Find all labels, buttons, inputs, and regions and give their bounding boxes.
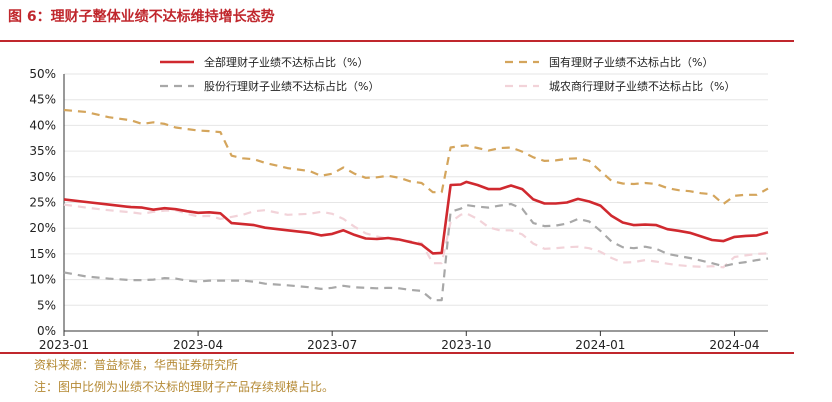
y-tick-label: 50% xyxy=(29,67,56,81)
y-tick-label: 15% xyxy=(29,247,56,261)
y-axis-ticks: 0% 5% 10% 15% 20% 25% 30% 35% 40% 45% 50% xyxy=(29,67,56,338)
series-line-4 xyxy=(63,203,769,269)
footnote: 注：图中比例为业绩不达标的理财子产品存续规模占比。 xyxy=(34,380,335,394)
y-tick-label: 10% xyxy=(29,273,56,287)
y-tick-label: 0% xyxy=(37,324,56,338)
y-tick-label: 30% xyxy=(29,170,56,184)
y-tick-label: 35% xyxy=(29,144,56,158)
legend-label-2: 国有理财子业绩不达标占比（%） xyxy=(549,55,713,69)
series-line-3 xyxy=(63,202,769,302)
y-tick-label: 25% xyxy=(29,196,56,210)
x-tick-label: 2023-10 xyxy=(441,338,491,352)
x-tick-label: 2023-01 xyxy=(39,338,89,352)
x-axis-ticks: 2023-01 2023-04 2023-07 2023-10 2024-01 2024-… xyxy=(39,331,760,352)
y-tick-label: 45% xyxy=(29,93,56,107)
y-tick-label: 5% xyxy=(37,298,56,312)
series-line-2 xyxy=(63,108,769,206)
x-tick-label: 2023-07 xyxy=(307,338,357,352)
series-line-1 xyxy=(63,180,769,255)
line-chart: 0%5%10%15%20%25%30%35%40%45%50% 2023-01 2… xyxy=(29,55,769,352)
figure-title: 图 6：理财子整体业绩不达标维持增长态势 xyxy=(8,9,275,25)
title-rule xyxy=(0,40,794,42)
x-tick-label: 2024-04 xyxy=(709,338,759,352)
legend-label-4: 城农商行理财子业绩不达标占比（%） xyxy=(549,79,735,93)
legend-label-1: 全部理财子业绩不达标占比（%） xyxy=(204,55,368,69)
footer-rule xyxy=(0,352,794,354)
x-tick-label: 2023-04 xyxy=(173,338,223,352)
legend: 全部理财子业绩不达标占比（%） 国有理财子业绩不达标占比（%） 股份行理财子业绩不达… xyxy=(160,55,735,93)
legend-label-3: 股份行理财子业绩不达标占比（%） xyxy=(204,79,379,93)
x-tick-label: 2024-01 xyxy=(575,338,625,352)
y-tick-label: 40% xyxy=(29,118,56,132)
series-lines xyxy=(63,108,769,302)
y-tick-label: 20% xyxy=(29,221,56,235)
gridlines xyxy=(63,73,768,332)
source-note: 资料来源：普益标准，华西证券研究所 xyxy=(34,358,239,372)
